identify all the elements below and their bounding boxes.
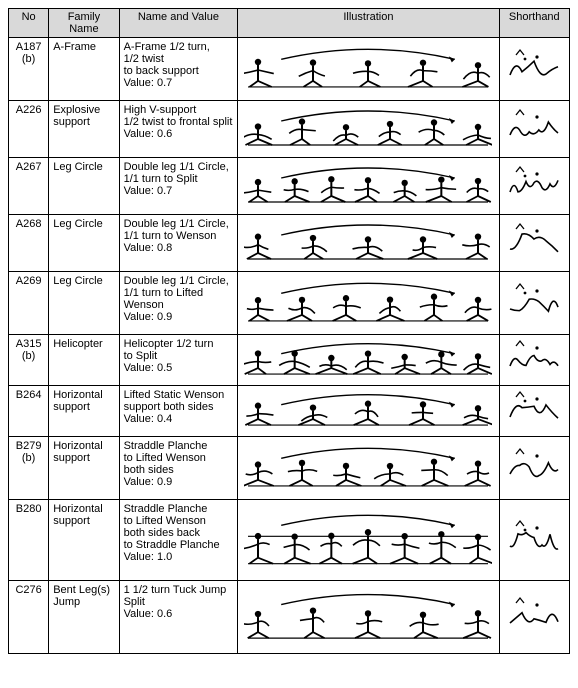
cell-family: Helicopter: [49, 335, 119, 386]
illustration-icon: [244, 41, 492, 97]
cell-illustration: [238, 581, 499, 654]
cell-family: Explosive support: [49, 101, 119, 158]
shorthand-icon: [504, 518, 564, 562]
illustration-icon: [244, 338, 492, 382]
shorthand-icon: [504, 446, 564, 490]
illustration-icon: [244, 104, 492, 154]
illustration-icon: [244, 218, 492, 268]
shorthand-icon: [504, 47, 564, 91]
cell-shorthand: [499, 581, 569, 654]
cell-family: Horizontal support: [49, 437, 119, 500]
cell-no: B279 (b): [9, 437, 49, 500]
cell-name-value: Double leg 1/1 Circle, 1/1 turn to Wenso…: [119, 215, 238, 272]
cell-illustration: [238, 437, 499, 500]
cell-no: B264: [9, 386, 49, 437]
table-row: A187 (b)A-FrameA-Frame 1/2 turn, 1/2 twi…: [9, 38, 570, 101]
cell-no: C276: [9, 581, 49, 654]
cell-no: A269: [9, 272, 49, 335]
shorthand-icon: [504, 595, 564, 639]
illustration-icon: [244, 584, 492, 650]
header-no: No: [9, 9, 49, 38]
cell-no: A226: [9, 101, 49, 158]
cell-shorthand: [499, 101, 569, 158]
cell-shorthand: [499, 500, 569, 581]
cell-shorthand: [499, 386, 569, 437]
cell-family: A-Frame: [49, 38, 119, 101]
illustration-icon: [244, 389, 492, 433]
table-row: A226Explosive supportHigh V-support 1/2 …: [9, 101, 570, 158]
shorthand-icon: [504, 221, 564, 265]
table-row: B279 (b)Horizontal supportStraddle Planc…: [9, 437, 570, 500]
cell-illustration: [238, 215, 499, 272]
cell-no: A267: [9, 158, 49, 215]
cell-illustration: [238, 38, 499, 101]
cell-shorthand: [499, 215, 569, 272]
cell-name-value: Helicopter 1/2 turn to Split Value: 0.5: [119, 335, 238, 386]
cell-no: A315 (b): [9, 335, 49, 386]
cell-family: Leg Circle: [49, 158, 119, 215]
illustration-icon: [244, 503, 492, 577]
cell-illustration: [238, 158, 499, 215]
header-family: Family Name: [49, 9, 119, 38]
cell-illustration: [238, 500, 499, 581]
illustration-icon: [244, 161, 492, 211]
illustration-icon: [244, 440, 492, 496]
cell-illustration: [238, 386, 499, 437]
table-row: B264Horizontal supportLifted Static Wens…: [9, 386, 570, 437]
cell-shorthand: [499, 272, 569, 335]
cell-illustration: [238, 335, 499, 386]
cell-shorthand: [499, 158, 569, 215]
cell-family: Horizontal support: [49, 386, 119, 437]
cell-shorthand: [499, 38, 569, 101]
cell-name-value: High V-support 1/2 twist to frontal spli…: [119, 101, 238, 158]
cell-no: B280: [9, 500, 49, 581]
cell-name-value: Lifted Static Wenson support both sides …: [119, 386, 238, 437]
table-row: A315 (b)HelicopterHelicopter 1/2 turn to…: [9, 335, 570, 386]
table-row: A268Leg CircleDouble leg 1/1 Circle, 1/1…: [9, 215, 570, 272]
cell-shorthand: [499, 437, 569, 500]
cell-no: A187 (b): [9, 38, 49, 101]
shorthand-icon: [504, 389, 564, 433]
cell-family: Bent Leg(s) Jump: [49, 581, 119, 654]
illustration-icon: [244, 275, 492, 331]
cell-name-value: Double leg 1/1 Circle, 1/1 turn to Lifte…: [119, 272, 238, 335]
shorthand-icon: [504, 281, 564, 325]
cell-shorthand: [499, 335, 569, 386]
elements-table: No Family Name Name and Value Illustrati…: [8, 8, 570, 654]
table-row: A269Leg CircleDouble leg 1/1 Circle, 1/1…: [9, 272, 570, 335]
header-name: Name and Value: [119, 9, 238, 38]
shorthand-icon: [504, 107, 564, 151]
header-shorthand: Shorthand: [499, 9, 569, 38]
cell-name-value: Straddle Planche to Lifted Wenson both s…: [119, 500, 238, 581]
header-row: No Family Name Name and Value Illustrati…: [9, 9, 570, 38]
shorthand-icon: [504, 164, 564, 208]
table-row: C276Bent Leg(s) Jump1 1/2 turn Tuck Jump…: [9, 581, 570, 654]
cell-name-value: A-Frame 1/2 turn, 1/2 twist to back supp…: [119, 38, 238, 101]
cell-no: A268: [9, 215, 49, 272]
cell-family: Leg Circle: [49, 272, 119, 335]
table-row: A267Leg CircleDouble leg 1/1 Circle, 1/1…: [9, 158, 570, 215]
header-illustration: Illustration: [238, 9, 499, 38]
cell-name-value: Straddle Planche to Lifted Wenson both s…: [119, 437, 238, 500]
cell-name-value: 1 1/2 turn Tuck Jump Split Value: 0.6: [119, 581, 238, 654]
cell-illustration: [238, 101, 499, 158]
cell-name-value: Double leg 1/1 Circle, 1/1 turn to Split…: [119, 158, 238, 215]
table-row: B280Horizontal supportStraddle Planche t…: [9, 500, 570, 581]
cell-family: Leg Circle: [49, 215, 119, 272]
cell-family: Horizontal support: [49, 500, 119, 581]
cell-illustration: [238, 272, 499, 335]
shorthand-icon: [504, 338, 564, 382]
